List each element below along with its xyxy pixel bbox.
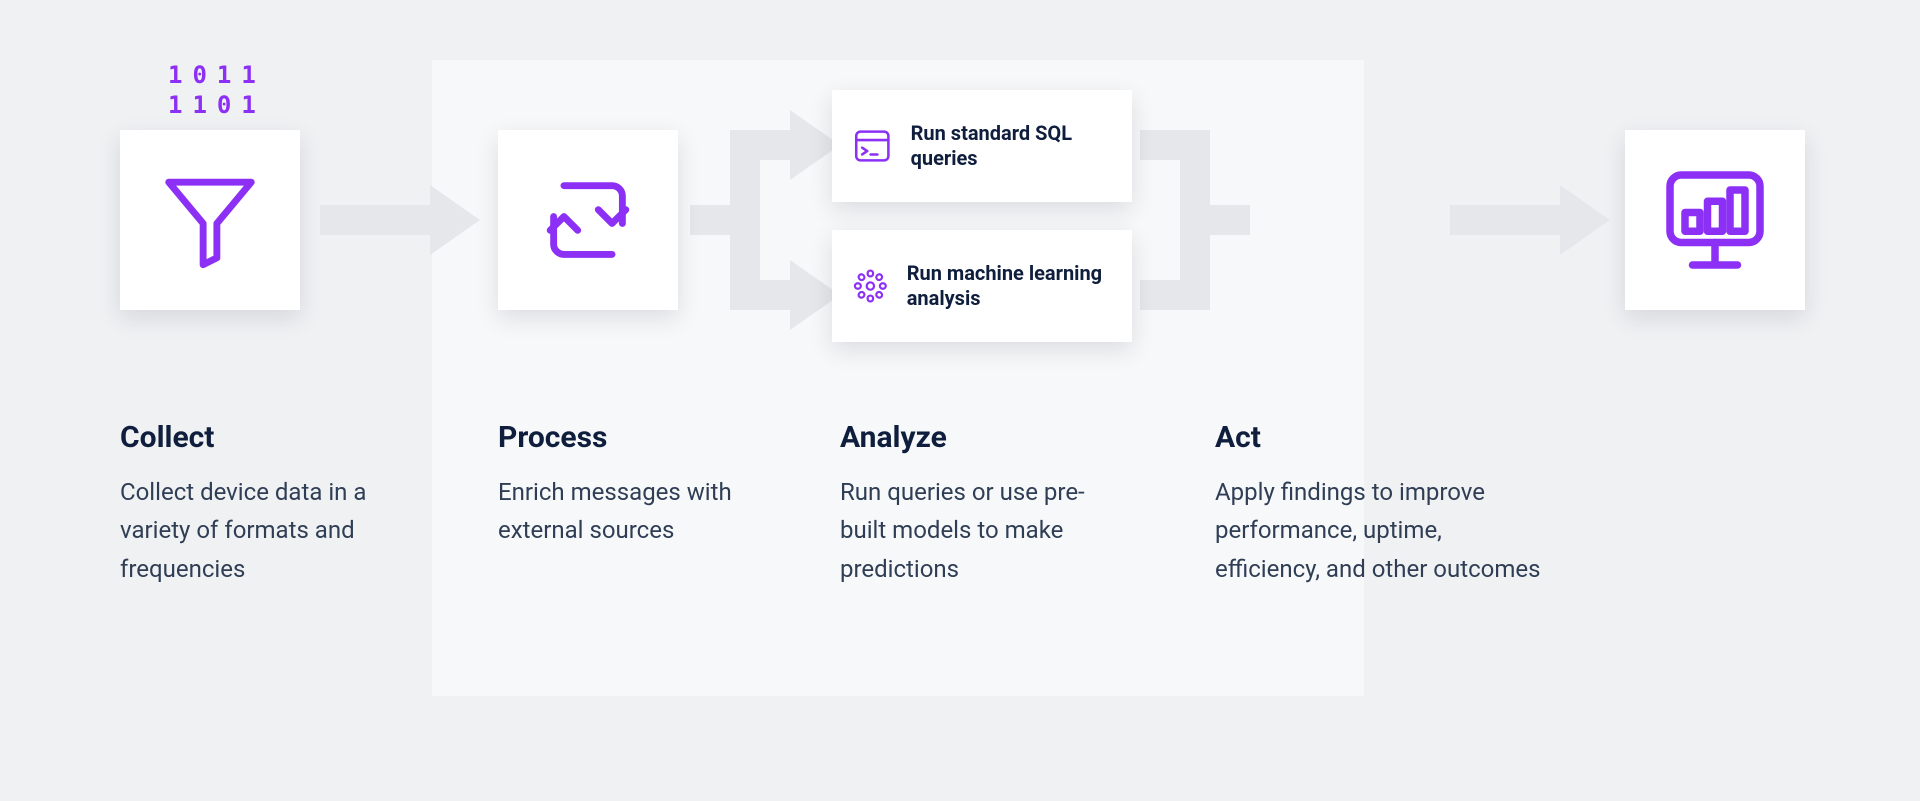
act-desc: Apply findings to improve performance, u… — [1215, 473, 1545, 588]
collect-desc: Collect device data in a variety of form… — [120, 473, 420, 588]
analyze-ml-card: Run machine learning analysis — [832, 230, 1132, 342]
refresh-icon — [533, 165, 643, 275]
gear-flower-icon — [852, 261, 889, 311]
analyze-sql-card: Run standard SQL queries — [832, 90, 1132, 202]
arrow-collect-to-process — [320, 185, 480, 259]
collect-text: Collect Collect device data in a variety… — [120, 420, 420, 588]
pipeline-diagram: 1011 1101 Run standard SQL queries — [0, 0, 1920, 801]
collect-title: Collect — [120, 420, 420, 455]
collect-card — [120, 130, 300, 310]
act-text: Act Apply findings to improve performanc… — [1215, 420, 1545, 588]
terminal-icon — [852, 122, 893, 170]
arrow-analyze-merge — [1140, 100, 1250, 344]
act-title: Act — [1215, 420, 1545, 455]
process-desc: Enrich messages with external sources — [498, 473, 788, 550]
dashboard-chart-icon — [1655, 160, 1775, 280]
analyze-text: Analyze Run queries or use pre-built mod… — [840, 420, 1130, 588]
act-card — [1625, 130, 1805, 310]
arrow-process-split — [690, 100, 840, 344]
analyze-title: Analyze — [840, 420, 1130, 455]
arrow-to-act — [1450, 185, 1610, 259]
process-card — [498, 130, 678, 310]
analyze-desc: Run queries or use pre-built models to m… — [840, 473, 1130, 588]
analyze-sql-label: Run standard SQL queries — [911, 121, 1108, 171]
process-text: Process Enrich messages with external so… — [498, 420, 788, 550]
process-title: Process — [498, 420, 788, 455]
funnel-icon — [155, 165, 265, 275]
analyze-ml-label: Run machine learning analysis — [907, 261, 1108, 311]
binary-bits-decoration: 1011 1101 — [168, 60, 266, 120]
